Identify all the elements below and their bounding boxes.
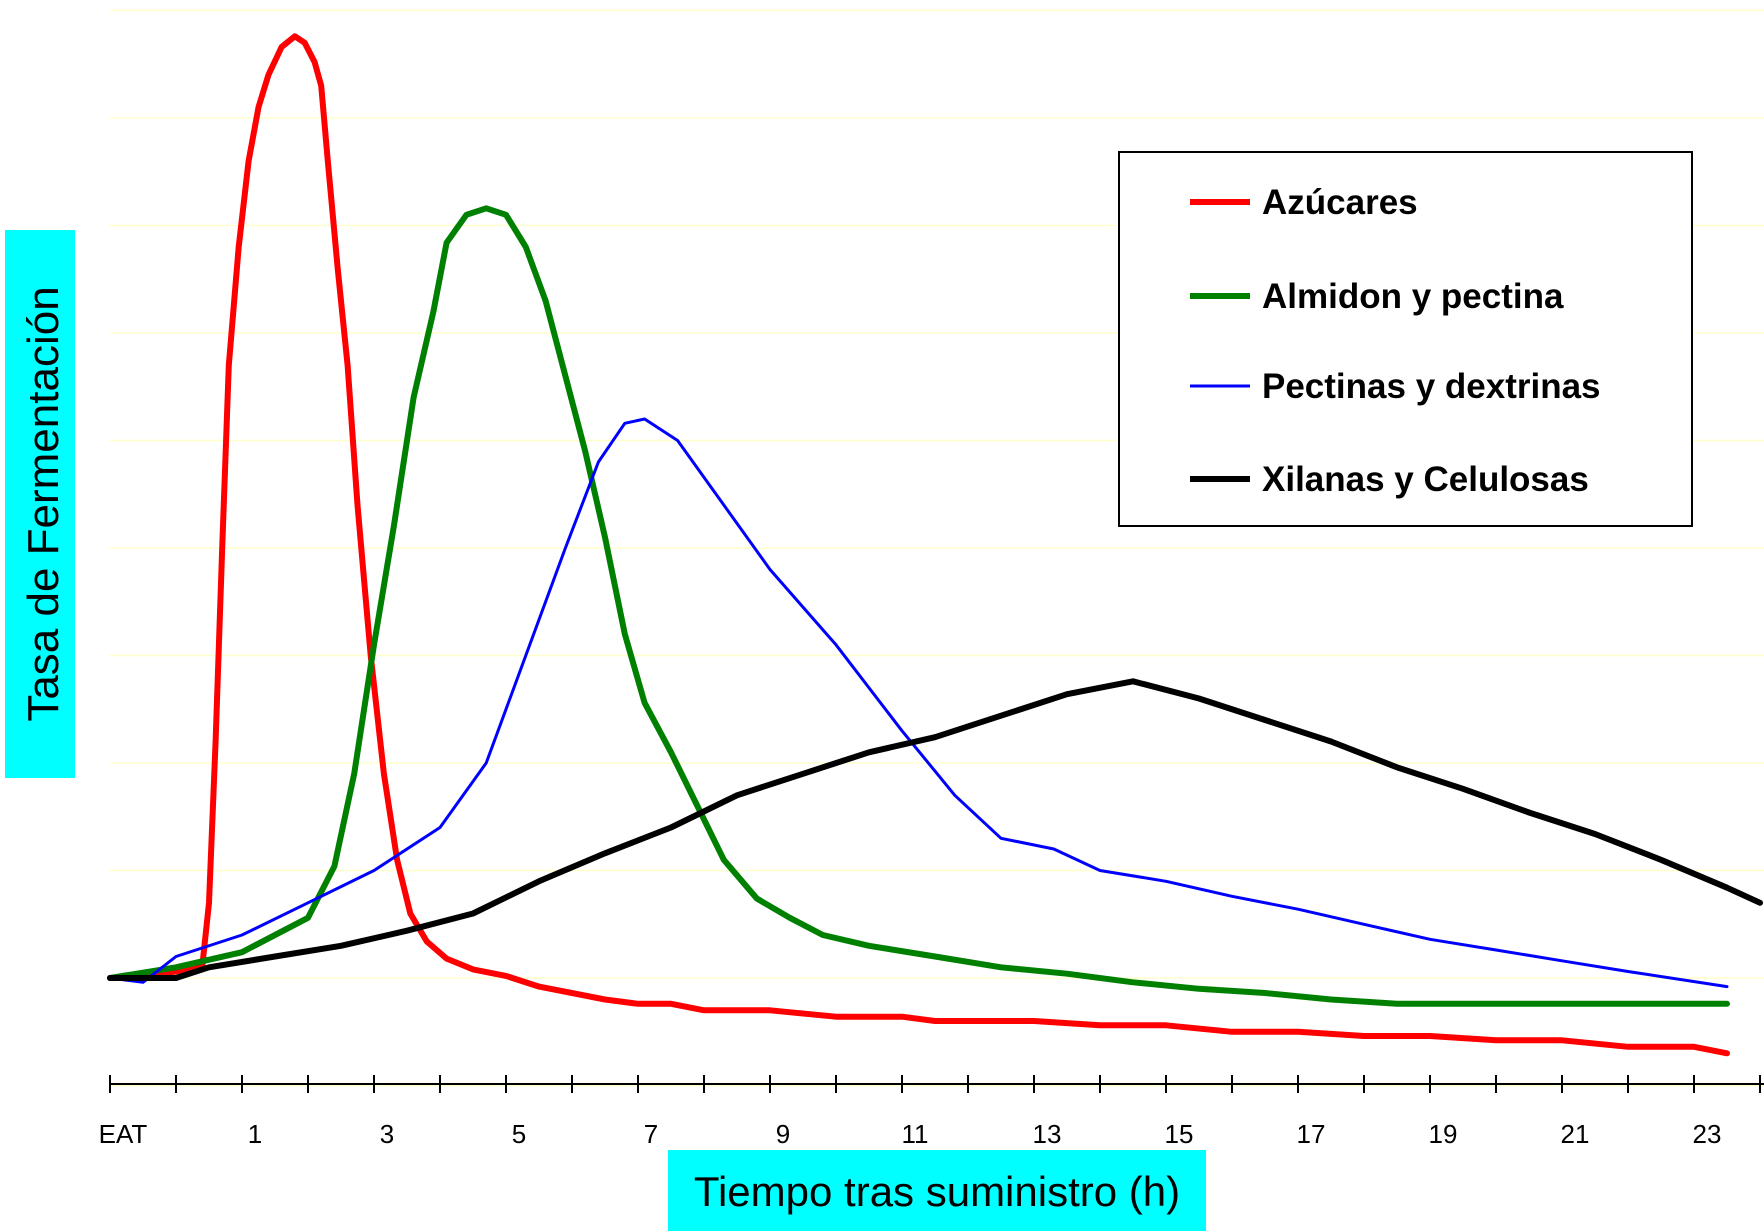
x-tick-label: 23 [1693,1119,1722,1149]
x-tick-label: 17 [1297,1119,1326,1149]
series-line-1 [107,33,1730,1057]
x-tick-label: 3 [380,1119,394,1149]
x-tick-label: 21 [1561,1119,1590,1149]
legend-label-2: Almidon y pectina [1262,277,1564,316]
series-line-4 [107,678,1763,981]
x-tick-label: 19 [1429,1119,1458,1149]
legend-box [1118,151,1693,527]
series-line-3 [108,417,1729,989]
x-tick-label: 1 [248,1119,262,1149]
x-axis-title: Tiempo tras suministro (h) [694,1168,1180,1215]
gridlines [110,9,1764,1087]
x-axis-title-background [668,1150,1206,1231]
y-axis-title: Tasa de Fermentación [19,286,68,721]
legend-label-3: Pectinas y dextrinas [1262,367,1601,406]
y-axis-title-group: Tasa de Fermentación [5,230,75,778]
legend-label-1: Azúcares [1262,183,1418,222]
x-tick-label: 11 [902,1119,929,1149]
series-line-2 [107,205,1730,1007]
x-tick-label: 15 [1165,1119,1194,1149]
x-tick-label: 13 [1033,1119,1062,1149]
legend: Azúcares Almidon y pectina Pectinas y dext… [1118,151,1693,527]
x-tick-label: EAT [99,1119,148,1149]
x-axis-title-group: Tiempo tras suministro (h) [668,1150,1206,1231]
x-tick-label: 7 [644,1119,658,1149]
x-tick-label: 9 [776,1119,790,1149]
x-tick-label: 5 [512,1119,526,1149]
y-axis-title-background [5,230,75,778]
legend-label-4: Xilanas y Celulosas [1262,460,1589,499]
x-axis: EAT 1 3 5 7 9 11 13 15 17 19 21 23 [99,1075,1764,1149]
series-lines [107,33,1763,1057]
